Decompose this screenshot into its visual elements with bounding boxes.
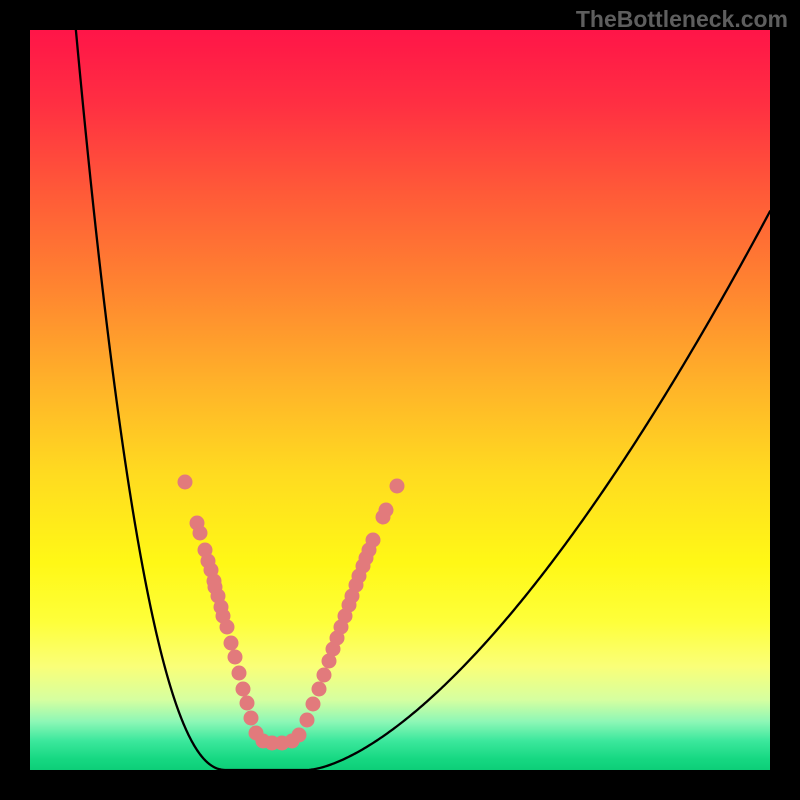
data-point (379, 502, 394, 517)
data-point (227, 650, 242, 665)
data-point (365, 533, 380, 548)
data-point (235, 681, 250, 696)
bottleneck-curve (30, 30, 770, 770)
data-point (311, 681, 326, 696)
data-point (389, 478, 404, 493)
curve-path (76, 30, 770, 770)
data-point (223, 636, 238, 651)
data-point (291, 727, 306, 742)
plot-area (30, 30, 770, 770)
data-point (192, 525, 207, 540)
data-point (317, 667, 332, 682)
data-point (305, 696, 320, 711)
data-point (219, 620, 234, 635)
data-point (178, 474, 193, 489)
data-point (299, 712, 314, 727)
data-point (231, 665, 246, 680)
data-point (239, 696, 254, 711)
data-point (243, 710, 258, 725)
watermark-text: TheBottleneck.com (576, 6, 788, 33)
